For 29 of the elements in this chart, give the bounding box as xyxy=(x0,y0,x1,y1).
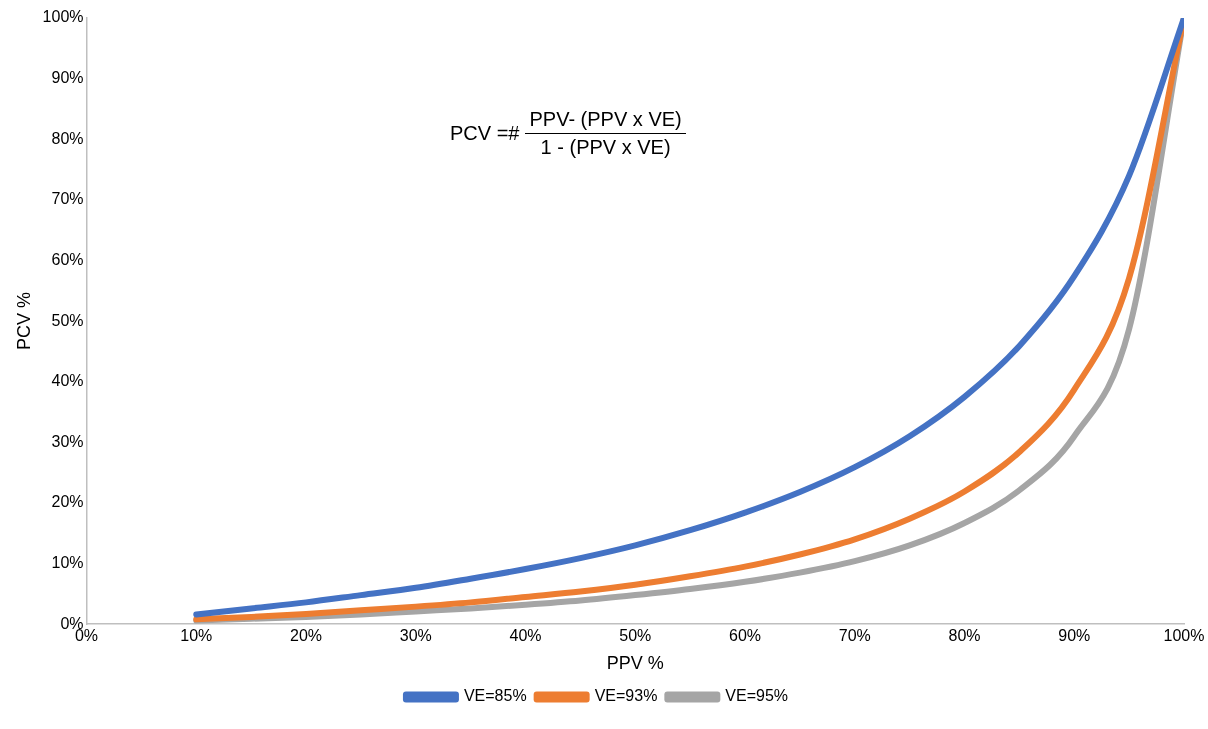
y-tick-label: 10% xyxy=(51,553,84,571)
x-tick-label: 80% xyxy=(948,627,981,645)
x-tick-label: 0% xyxy=(74,627,99,645)
x-tick-label: 50% xyxy=(619,627,652,645)
legend-label: VE=85% xyxy=(463,687,527,705)
y-tick-label: 90% xyxy=(51,69,84,87)
x-tick-label: 40% xyxy=(509,627,542,645)
y-tick-label: 80% xyxy=(51,129,84,147)
x-tick-label: 70% xyxy=(838,627,871,645)
y-tick-label: 20% xyxy=(51,493,84,511)
y-tick-label: 30% xyxy=(51,432,84,450)
annotation: 1 - (PPV x VE) xyxy=(540,135,671,159)
y-axis-title: PCV % xyxy=(13,292,34,351)
x-tick-label: 100% xyxy=(1163,627,1205,645)
y-tick-label: 60% xyxy=(51,250,84,268)
x-axis-title: PPV % xyxy=(606,653,664,674)
x-tick-label: 20% xyxy=(290,627,323,645)
legend-label: VE=95% xyxy=(725,687,789,705)
x-tick-label: 60% xyxy=(728,627,762,645)
y-tick-label: 100% xyxy=(42,8,84,26)
annotation: PPV- (PPV x VE) xyxy=(525,108,686,134)
x-tick-label: 90% xyxy=(1058,627,1091,645)
y-tick-label: 40% xyxy=(51,372,84,390)
legend-label: VE=93% xyxy=(594,687,658,705)
x-tick-label: 10% xyxy=(180,627,213,645)
y-tick-label: 50% xyxy=(51,311,84,329)
x-tick-label: 30% xyxy=(399,627,432,645)
y-tick-label: 70% xyxy=(51,190,84,208)
annotation: PCV =# xyxy=(450,122,520,145)
